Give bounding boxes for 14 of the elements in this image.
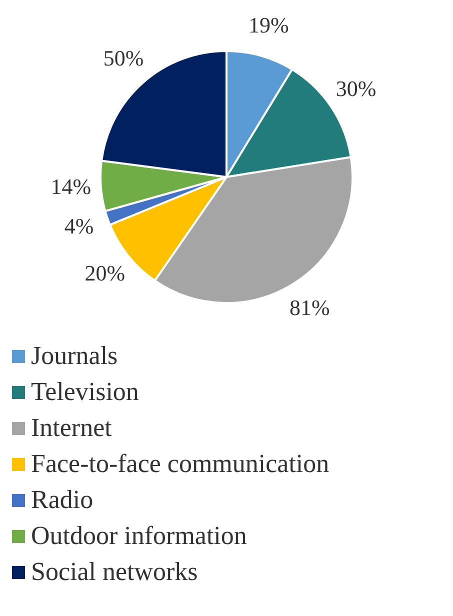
data-label: 30% [336, 76, 376, 101]
data-label: 14% [50, 174, 92, 200]
legend-label: Television [31, 376, 139, 408]
legend-label: Internet [31, 412, 112, 444]
legend-label: Face-to-face communication [31, 448, 330, 480]
legend-label: Journals [31, 340, 118, 372]
legend-label: Outdoor information [31, 520, 247, 552]
legend-label: Social networks [31, 556, 198, 588]
data-label: 50% [103, 46, 144, 71]
data-label: 20% [84, 260, 126, 286]
data-label: 81% [289, 294, 330, 320]
legend-label: Radio [31, 484, 94, 516]
data-label: 19% [248, 12, 289, 38]
data-label: 4% [64, 214, 94, 239]
